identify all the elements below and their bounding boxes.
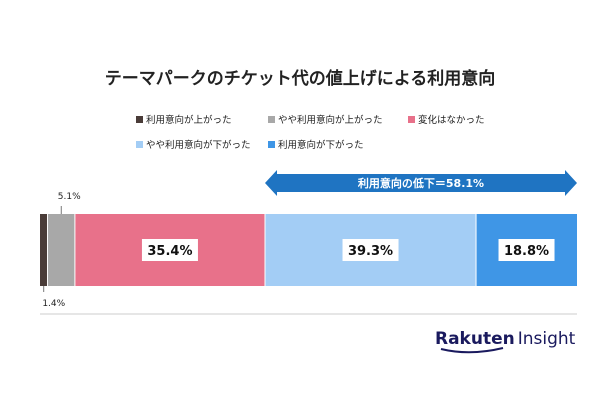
value-label: 35.4% <box>147 244 192 259</box>
value-label-small: 5.1% <box>58 192 81 202</box>
legend-label: 利用意向が下がった <box>278 139 364 151</box>
chart-title: テーマパークのチケット代の値上げによる利用意向 <box>105 68 496 89</box>
value-label-small: 1.4% <box>42 299 65 309</box>
brand-logo-text: Rakuten Insight <box>435 329 576 349</box>
stacked-bar <box>40 214 577 286</box>
double-arrow-shape <box>265 170 577 196</box>
legend-label: やや利用意向が上がった <box>278 114 383 126</box>
value-label-box <box>498 239 555 261</box>
brand-swoosh <box>440 347 504 354</box>
bar-labels: 35.4% 39.3% 18.8% 5.1% 1.4% <box>42 192 555 309</box>
value-label-box <box>342 239 399 261</box>
legend-label: 変化はなかった <box>418 114 485 126</box>
value-label-box <box>141 239 198 261</box>
annotation-label: 利用意向の低下＝58.1% <box>358 176 484 190</box>
value-label: 39.3% <box>348 244 393 259</box>
annotation-arrow: 利用意向の低下＝58.1% <box>265 170 577 196</box>
legend-swatch <box>268 141 275 148</box>
legend-swatch <box>136 116 143 123</box>
legend-swatch <box>136 141 143 148</box>
brand-logo: Rakuten Insight <box>435 329 576 354</box>
bar-segment <box>40 214 48 286</box>
value-label: 18.8% <box>504 244 549 259</box>
legend-label: 利用意向が上がった <box>146 114 232 126</box>
legend-label: やや利用意向が下がった <box>146 139 251 151</box>
legend-swatch <box>408 116 415 123</box>
legend-swatch <box>268 116 275 123</box>
bar-segment <box>47 214 75 286</box>
